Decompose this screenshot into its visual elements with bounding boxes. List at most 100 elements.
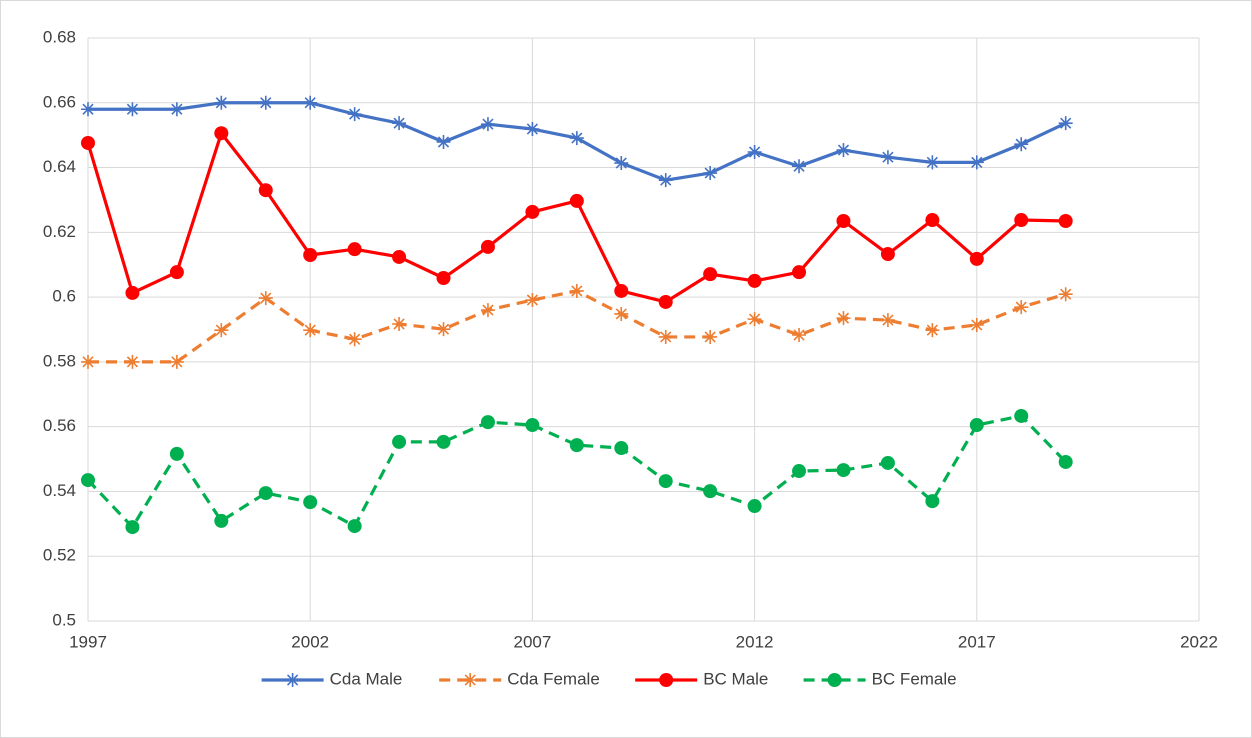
marker — [392, 116, 407, 131]
marker — [303, 248, 318, 263]
marker — [969, 155, 984, 170]
marker — [703, 166, 718, 181]
marker — [792, 464, 807, 479]
legend-marker — [659, 673, 674, 687]
marker — [81, 354, 95, 369]
marker — [480, 303, 495, 318]
marker — [480, 415, 495, 430]
marker — [836, 463, 851, 478]
marker — [303, 323, 318, 338]
marker — [1014, 213, 1029, 228]
marker — [658, 173, 673, 188]
marker — [214, 513, 229, 528]
marker — [436, 322, 451, 337]
marker — [258, 486, 273, 501]
y-tick-label: 0.56 — [43, 416, 76, 435]
marker — [925, 323, 940, 338]
legend-label: BC Female — [872, 669, 957, 688]
marker — [1014, 137, 1029, 152]
marker — [347, 332, 362, 347]
marker — [392, 316, 407, 331]
marker — [925, 155, 940, 170]
marker — [836, 311, 851, 326]
y-tick-label: 0.54 — [43, 481, 76, 500]
marker — [436, 134, 451, 149]
marker — [525, 122, 540, 137]
marker — [525, 293, 540, 308]
marker — [125, 354, 140, 369]
marker — [258, 95, 273, 110]
marker — [792, 159, 807, 174]
marker — [747, 145, 762, 160]
marker — [569, 438, 584, 453]
marker — [792, 265, 807, 280]
marker — [1014, 408, 1029, 423]
marker — [969, 418, 984, 433]
marker — [303, 95, 318, 110]
marker — [347, 107, 362, 122]
y-tick-label: 0.68 — [43, 27, 76, 46]
marker — [703, 329, 718, 344]
marker — [658, 329, 673, 344]
marker — [525, 204, 540, 219]
x-tick-label: 2012 — [736, 632, 774, 651]
marker — [169, 265, 184, 280]
y-tick-label: 0.62 — [43, 222, 76, 241]
marker — [392, 434, 407, 449]
marker — [1058, 213, 1073, 228]
marker — [303, 495, 318, 510]
marker — [747, 312, 762, 327]
marker — [1014, 300, 1029, 315]
marker — [214, 95, 229, 110]
x-tick-label: 2002 — [291, 632, 329, 651]
marker — [258, 183, 273, 198]
marker — [1058, 454, 1073, 469]
marker — [436, 434, 451, 449]
marker — [703, 484, 718, 499]
marker — [480, 117, 495, 132]
marker — [1058, 287, 1073, 302]
marker — [214, 323, 229, 338]
marker — [880, 247, 895, 262]
marker — [792, 328, 807, 343]
marker — [880, 313, 895, 328]
marker — [658, 294, 673, 309]
marker — [392, 249, 407, 264]
marker — [258, 291, 273, 306]
marker — [969, 251, 984, 266]
marker — [169, 354, 184, 369]
marker — [658, 474, 673, 489]
legend-label: Cda Female — [507, 669, 600, 688]
marker — [1058, 116, 1073, 131]
marker — [347, 242, 362, 257]
marker — [614, 283, 629, 298]
marker — [614, 156, 629, 171]
x-tick-label: 2007 — [513, 632, 551, 651]
legend-marker — [285, 673, 300, 687]
marker — [81, 473, 95, 488]
marker — [925, 213, 940, 228]
y-tick-label: 0.66 — [43, 92, 76, 111]
y-tick-label: 0.58 — [43, 351, 76, 370]
marker — [747, 273, 762, 288]
marker — [525, 418, 540, 433]
legend-label: BC Male — [703, 669, 768, 688]
marker — [214, 126, 229, 141]
y-tick-label: 0.5 — [52, 610, 76, 629]
marker — [125, 520, 140, 535]
marker — [169, 446, 184, 461]
marker — [569, 283, 584, 298]
marker — [836, 213, 851, 228]
x-tick-label: 2022 — [1180, 632, 1218, 651]
marker — [125, 102, 140, 117]
marker — [925, 494, 940, 509]
marker — [614, 441, 629, 456]
marker — [569, 131, 584, 146]
marker — [703, 267, 718, 282]
marker — [880, 150, 895, 165]
series-line — [86, 414, 1067, 529]
marker — [81, 102, 95, 117]
y-tick-label: 0.52 — [43, 546, 76, 565]
